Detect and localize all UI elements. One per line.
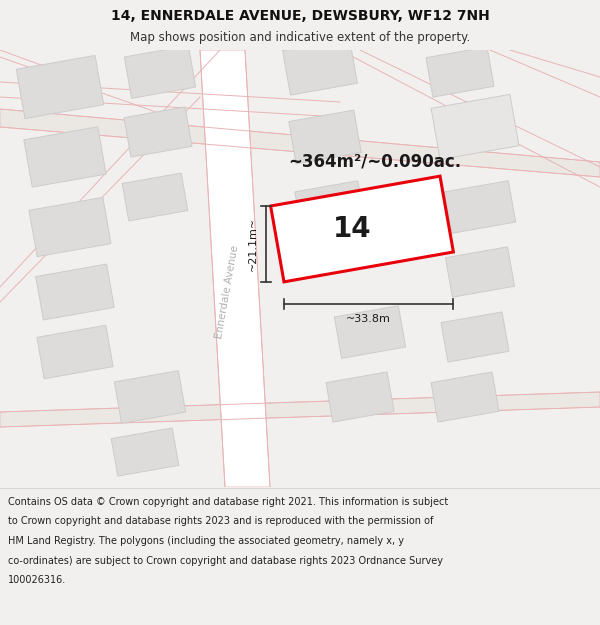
Polygon shape — [16, 56, 104, 119]
Text: 14: 14 — [332, 215, 371, 243]
Polygon shape — [441, 312, 509, 362]
Polygon shape — [29, 198, 111, 257]
Text: 14, ENNERDALE AVENUE, DEWSBURY, WF12 7NH: 14, ENNERDALE AVENUE, DEWSBURY, WF12 7NH — [110, 9, 490, 23]
Polygon shape — [124, 46, 196, 98]
Polygon shape — [446, 247, 514, 297]
Polygon shape — [0, 109, 600, 177]
Polygon shape — [334, 306, 406, 358]
Polygon shape — [24, 127, 106, 187]
Polygon shape — [445, 181, 515, 233]
Polygon shape — [431, 372, 499, 422]
Text: Ennerdale Avenue: Ennerdale Avenue — [214, 244, 240, 339]
Polygon shape — [122, 173, 188, 221]
Polygon shape — [326, 372, 394, 422]
Text: to Crown copyright and database rights 2023 and is reproduced with the permissio: to Crown copyright and database rights 2… — [8, 516, 433, 526]
Text: Map shows position and indicative extent of the property.: Map shows position and indicative extent… — [130, 31, 470, 44]
Polygon shape — [283, 39, 358, 95]
Polygon shape — [36, 264, 114, 320]
Polygon shape — [200, 50, 270, 487]
Text: 100026316.: 100026316. — [8, 575, 66, 585]
Polygon shape — [37, 325, 113, 379]
Polygon shape — [115, 371, 185, 423]
Text: ~364m²/~0.090ac.: ~364m²/~0.090ac. — [289, 153, 461, 171]
Polygon shape — [124, 107, 192, 157]
Polygon shape — [295, 181, 365, 233]
Polygon shape — [271, 176, 454, 282]
Text: co-ordinates) are subject to Crown copyright and database rights 2023 Ordnance S: co-ordinates) are subject to Crown copyr… — [8, 556, 443, 566]
Polygon shape — [111, 428, 179, 476]
Polygon shape — [0, 392, 600, 427]
Polygon shape — [289, 110, 361, 164]
Text: Contains OS data © Crown copyright and database right 2021. This information is : Contains OS data © Crown copyright and d… — [8, 497, 448, 507]
Text: ~21.1m~: ~21.1m~ — [248, 217, 258, 271]
Polygon shape — [426, 47, 494, 97]
Text: HM Land Registry. The polygons (including the associated geometry, namely x, y: HM Land Registry. The polygons (includin… — [8, 536, 404, 546]
Polygon shape — [431, 94, 519, 159]
Text: ~33.8m: ~33.8m — [346, 314, 391, 324]
